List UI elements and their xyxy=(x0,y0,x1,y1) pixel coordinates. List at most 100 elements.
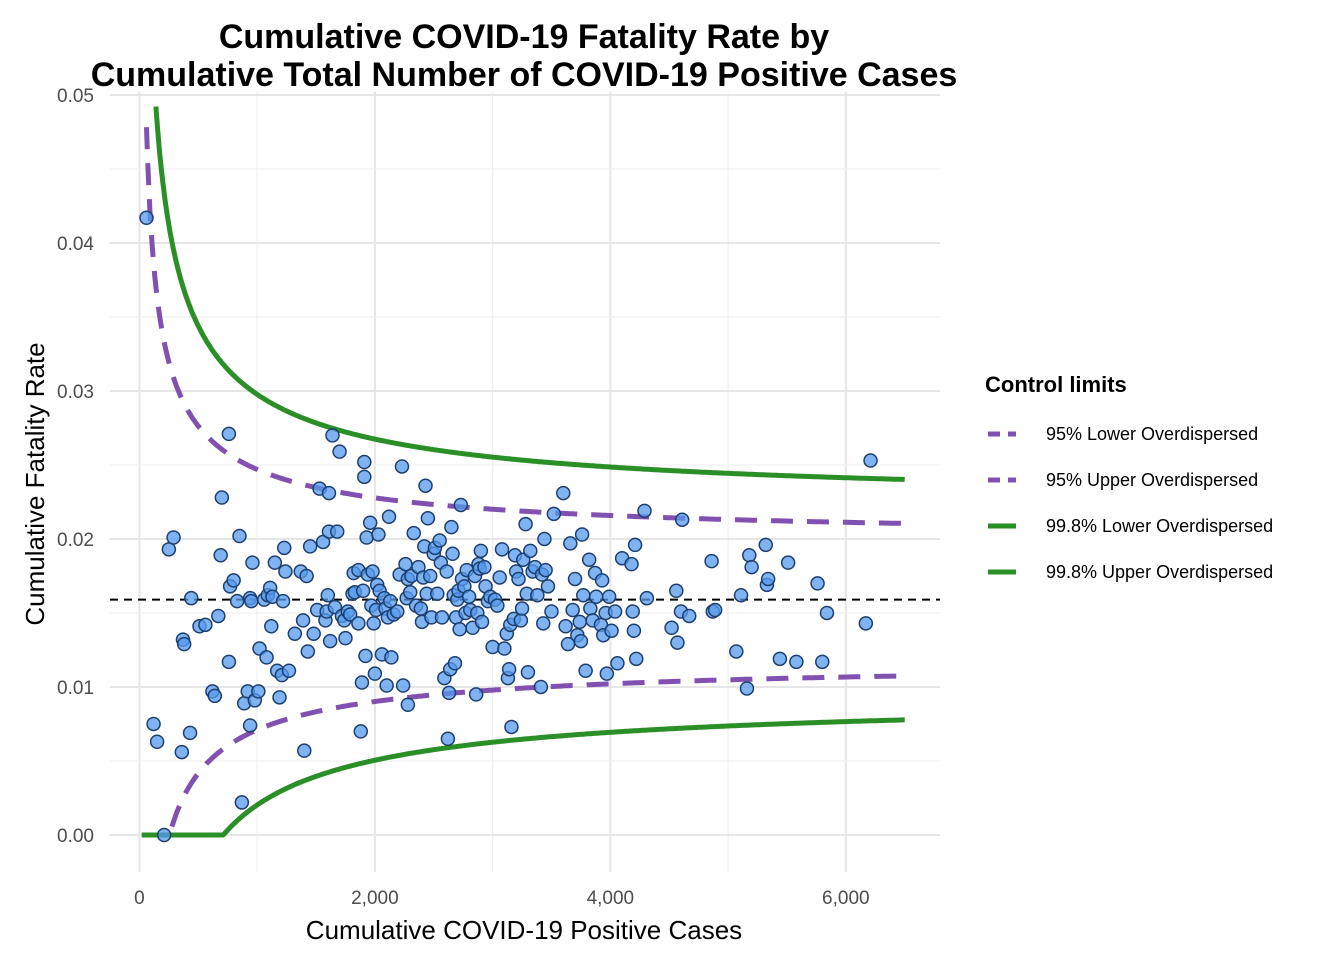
data-point xyxy=(492,570,507,585)
data-point xyxy=(473,543,489,559)
data-point xyxy=(156,827,172,843)
data-point xyxy=(402,585,418,600)
data-point xyxy=(535,616,551,631)
data-point xyxy=(354,675,370,690)
data-point xyxy=(588,589,604,604)
data-point xyxy=(297,743,312,758)
data-point xyxy=(563,536,578,551)
data-point xyxy=(320,587,336,603)
data-point xyxy=(329,524,345,539)
data-point xyxy=(742,548,757,563)
data-point xyxy=(413,601,429,616)
data-point xyxy=(245,555,260,570)
data-point xyxy=(626,623,642,638)
data-point xyxy=(338,630,353,646)
data-point xyxy=(474,614,490,630)
data-point xyxy=(520,664,536,680)
data-point xyxy=(432,533,447,548)
data-point xyxy=(332,444,347,459)
data-point xyxy=(599,666,615,681)
data-point xyxy=(207,688,223,704)
data-point xyxy=(166,530,181,545)
data-point xyxy=(494,542,510,557)
data-point xyxy=(441,685,457,701)
data-point xyxy=(540,579,556,594)
data-point xyxy=(447,656,463,671)
data-point xyxy=(637,503,652,519)
data-point xyxy=(445,546,460,562)
data-point xyxy=(760,571,776,587)
data-point xyxy=(221,654,237,670)
data-point xyxy=(213,548,228,563)
data-point xyxy=(182,725,198,741)
data-point xyxy=(406,525,421,541)
data-point xyxy=(287,626,303,641)
data-point xyxy=(444,519,459,535)
data-point xyxy=(594,573,610,588)
data-point xyxy=(544,604,559,619)
legend-label-0: 95% Lower Overdispersed xyxy=(1046,424,1258,444)
data-point xyxy=(214,490,230,505)
data-point xyxy=(858,616,874,631)
data-point xyxy=(863,453,878,468)
data-point xyxy=(670,635,685,650)
data-point xyxy=(149,734,165,750)
data-point xyxy=(514,601,530,616)
data-point xyxy=(398,556,413,572)
data-point xyxy=(300,644,316,659)
data-point xyxy=(583,601,598,616)
y-axis-title: Cumulative Fatality Rate xyxy=(20,342,50,625)
data-point xyxy=(234,795,250,810)
data-point xyxy=(355,583,371,599)
data-point xyxy=(625,604,640,619)
legend-label-2: 99.8% Lower Overdispersed xyxy=(1046,516,1273,536)
data-point xyxy=(439,564,454,579)
data-point xyxy=(325,428,340,443)
data-point xyxy=(382,593,398,609)
data-point xyxy=(395,678,411,693)
data-point xyxy=(504,719,519,735)
data-point xyxy=(259,650,274,665)
data-point xyxy=(565,602,580,618)
data-point xyxy=(359,530,374,545)
data-point xyxy=(733,587,749,603)
data-point xyxy=(400,697,416,713)
data-point xyxy=(810,576,825,591)
data-point xyxy=(379,678,394,693)
data-point xyxy=(468,687,484,702)
data-point xyxy=(624,556,639,572)
data-point xyxy=(211,608,226,624)
x-axis-ticks: 0 2,000 4,000 6,000 xyxy=(134,888,869,909)
data-point xyxy=(518,516,533,532)
y-tick-label: 0.05 xyxy=(57,86,94,107)
data-point xyxy=(174,744,190,760)
data-point xyxy=(229,593,245,609)
data-point xyxy=(758,537,774,553)
data-point xyxy=(572,614,587,630)
chart-title-line-2: Cumulative Total Number of COVID-19 Posi… xyxy=(91,56,958,94)
data-point xyxy=(381,509,397,525)
y-tick-label: 0.02 xyxy=(57,530,94,551)
data-point xyxy=(226,573,241,588)
data-point xyxy=(440,731,456,747)
data-point xyxy=(362,515,378,530)
data-point xyxy=(272,690,287,705)
data-point xyxy=(367,666,383,681)
data-point xyxy=(815,654,830,670)
data-point xyxy=(366,616,381,631)
data-point xyxy=(497,641,512,656)
data-point xyxy=(390,604,405,619)
data-point xyxy=(306,626,321,641)
data-point xyxy=(601,589,617,604)
data-point xyxy=(321,485,337,501)
y-tick-label: 0.01 xyxy=(57,678,94,699)
x-tick-label: 2,000 xyxy=(351,888,399,909)
data-point xyxy=(365,564,380,579)
data-point xyxy=(461,589,477,604)
data-point xyxy=(789,654,804,670)
data-point xyxy=(530,587,545,603)
data-point xyxy=(295,613,311,628)
data-point xyxy=(538,562,553,578)
data-point xyxy=(573,633,589,649)
